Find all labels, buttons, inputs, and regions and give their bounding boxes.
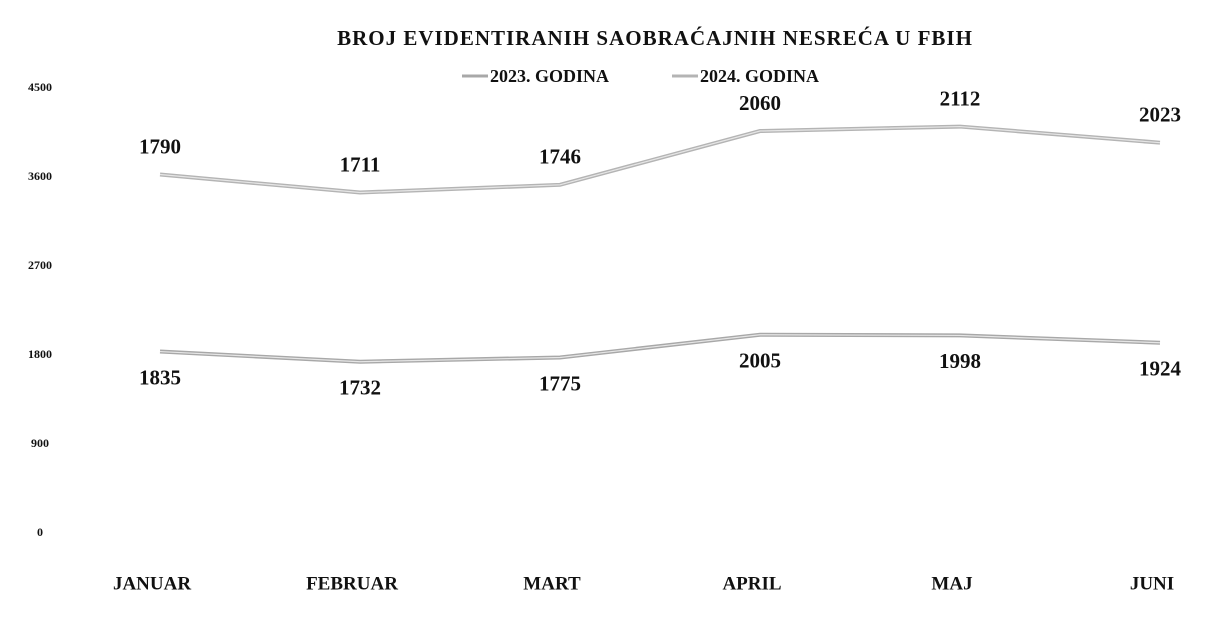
x-tick-label: JUNI — [1130, 573, 1174, 594]
y-tick-label: 1800 — [28, 347, 52, 361]
series-line — [159, 332, 1161, 364]
data-label: 1775 — [539, 371, 581, 395]
legend-label: 2023. GODINA — [490, 66, 609, 86]
data-label: 2060 — [739, 91, 781, 115]
x-tick-label: FEBRUAR — [306, 573, 398, 594]
data-label: 1998 — [939, 349, 981, 373]
data-label: 1711 — [340, 152, 381, 176]
data-label: 1790 — [139, 134, 181, 158]
data-label: 2112 — [940, 86, 981, 110]
x-tick-label: MART — [523, 573, 581, 594]
data-label: 2005 — [739, 349, 781, 373]
data-label: 1732 — [339, 376, 381, 400]
y-tick-label: 2700 — [28, 258, 52, 272]
x-tick-label: MAJ — [931, 573, 972, 594]
series-line-core — [159, 334, 1161, 363]
y-tick-label: 4500 — [28, 80, 52, 94]
series-line-core — [159, 125, 1161, 194]
legend-label: 2024. GODINA — [700, 66, 819, 86]
data-label: 1746 — [539, 145, 581, 169]
series-line — [159, 124, 1161, 195]
y-tick-label: 0 — [37, 525, 43, 539]
x-tick-label: JANUAR — [113, 573, 191, 594]
y-tick-label: 3600 — [28, 169, 52, 183]
data-label: 1835 — [139, 365, 181, 389]
y-tick-label: 900 — [31, 436, 49, 450]
x-tick-label: APRIL — [722, 573, 781, 594]
data-label: 1924 — [1139, 357, 1182, 381]
chart-title: BROJ EVIDENTIRANIH SAOBRAĆAJNIH NESREĆA … — [337, 26, 973, 50]
data-label: 2023 — [1139, 102, 1181, 126]
